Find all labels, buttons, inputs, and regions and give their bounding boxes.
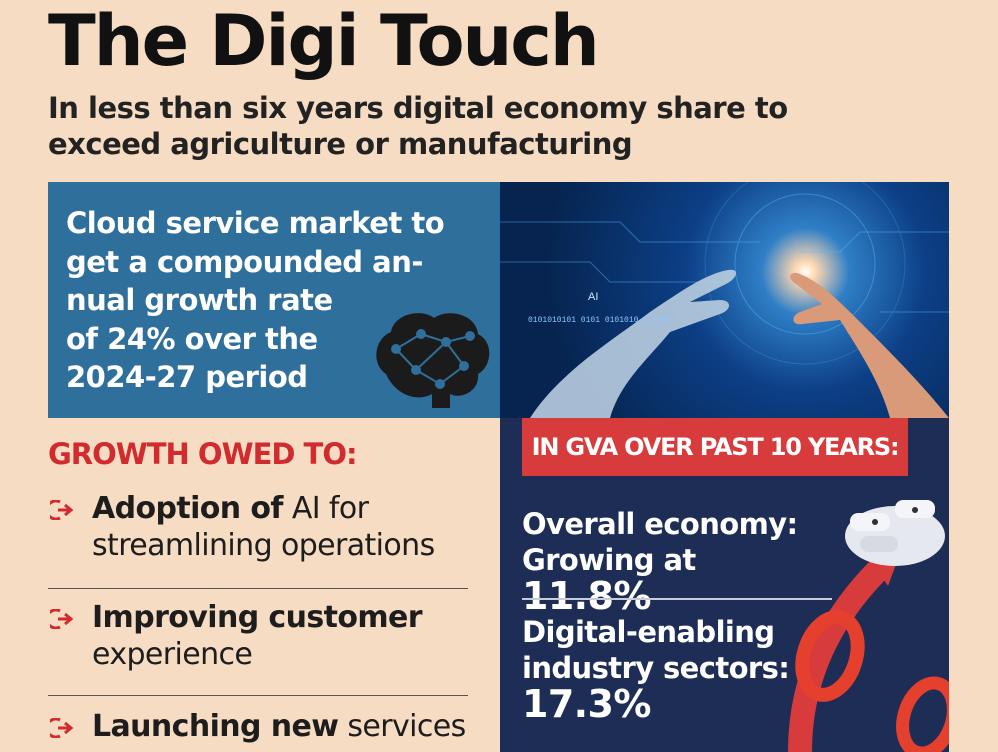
item-bold: Improving customer bbox=[92, 600, 423, 635]
list-item: Improving customer experience bbox=[48, 599, 468, 696]
up-arrow-icon bbox=[788, 559, 889, 752]
item-bold: Launching new bbox=[92, 709, 339, 744]
item-normal: AI for streamlining operations bbox=[92, 491, 435, 563]
divider bbox=[522, 598, 832, 600]
arrow-bullet-icon bbox=[50, 609, 74, 629]
item-normal: experience bbox=[92, 637, 253, 672]
decoration bbox=[788, 500, 949, 752]
gva-heading: IN GVA OVER PAST 10 YEARS: bbox=[522, 418, 908, 476]
stat-digital-sectors: Digital-enabling industry sectors: 17.3% bbox=[522, 614, 822, 725]
brain-icon bbox=[376, 313, 490, 408]
cloud-text: Cloud service market to get a compounded… bbox=[66, 206, 445, 394]
binary-text: 0101010101 0101 0101010 1 0101 bbox=[528, 316, 672, 325]
growth-list: Adoption of AI for streamlining operatio… bbox=[48, 490, 468, 745]
stat-label: Overall economy: Growing at bbox=[522, 507, 798, 577]
ai-touch-image: AI 0101010101 0101 0101010 1 0101 bbox=[500, 182, 949, 418]
page-title: The Digi Touch bbox=[48, 0, 600, 82]
item-bold: Adoption of bbox=[92, 491, 283, 526]
arrow-bullet-icon bbox=[50, 500, 74, 520]
stat-value: 11.8% bbox=[522, 574, 651, 618]
gva-panel: IN GVA OVER PAST 10 YEARS: Overall econo… bbox=[500, 418, 949, 752]
stat-label: Digital-enabling industry sectors: bbox=[522, 615, 790, 685]
list-item: Adoption of AI for streamlining operatio… bbox=[48, 490, 468, 589]
ai-label: AI bbox=[588, 291, 598, 303]
arrow-bullet-icon bbox=[50, 718, 74, 738]
cloud-panel: Cloud service market to get a compounded… bbox=[48, 182, 500, 418]
robot-hand-icon bbox=[845, 500, 945, 566]
stat-overall-economy: Overall economy: Growing at 11.8% bbox=[522, 506, 822, 617]
growth-heading: GROWTH OWED TO: bbox=[48, 437, 358, 471]
percent-icon bbox=[795, 610, 949, 752]
list-item: Launching new services bbox=[48, 708, 468, 745]
page-subtitle: In less than six years digital economy s… bbox=[48, 91, 788, 161]
stat-value: 17.3% bbox=[522, 682, 651, 726]
item-normal: services bbox=[338, 709, 466, 744]
